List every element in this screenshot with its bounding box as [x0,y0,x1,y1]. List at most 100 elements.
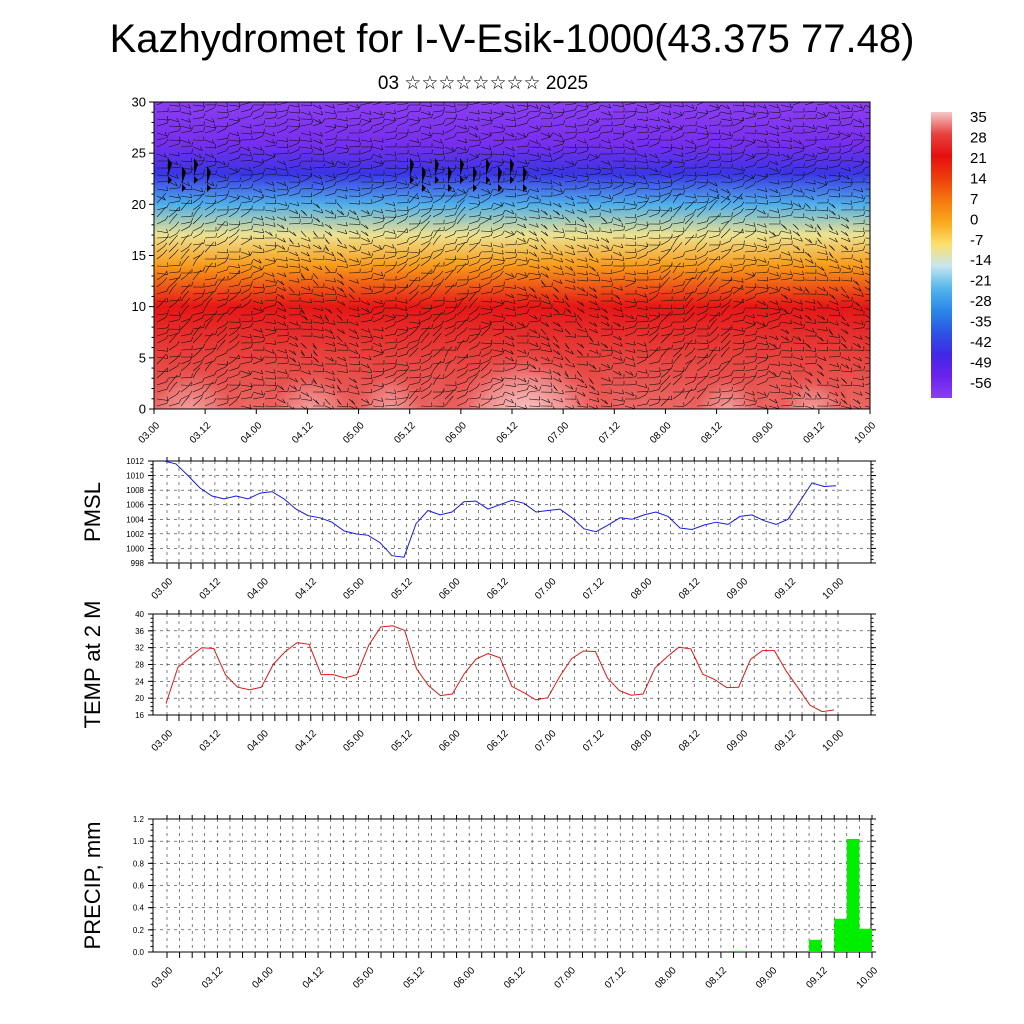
warm-cell [686,359,767,409]
cross-section-panel: 0 5 10 15 20 25 30 03.00 03.12 04.00 04.12 05.00 05.… [132,95,879,446]
xtick-label: 03.00 [150,965,176,991]
xtick-label: 03.00 [137,420,163,446]
wind-pennant [498,166,502,184]
colorbar-label: 35 [970,109,987,126]
xtick-label: 10.00 [853,420,879,446]
precip-bar [809,939,822,952]
colorbar-label: 14 [970,170,987,187]
ytick-label: 1008 [126,486,144,495]
ytick-label: 998 [131,559,145,568]
xtick-label: 10.00 [821,728,847,754]
xtick-label: 06.00 [444,420,470,446]
xtick-label: 09.12 [802,420,828,446]
xtick-label: 06.12 [485,576,511,602]
xtick-label: 04.12 [293,728,319,754]
wind-pennant [435,158,439,176]
wind-pennant [182,166,186,184]
wind-pennants [168,158,527,192]
wind-pennant [168,158,172,176]
ytick-label: 1010 [126,472,144,481]
xtick-label: 09.00 [750,420,776,446]
xtick-label: 07.00 [553,965,579,991]
ytick-label: 15 [132,248,146,263]
xtick-label: 08.12 [677,576,703,602]
warm-cell [154,344,245,409]
series-line [163,460,837,558]
y-axis-title: TEMP at 2 M [80,601,105,729]
xtick-label: 08.12 [677,728,703,754]
ytick-label: 1000 [126,544,144,553]
wind-pennant [435,176,439,184]
xtick-label: 04.12 [301,965,327,991]
wind-pennant [448,184,452,192]
wind-pennant [207,184,211,192]
wind-pennant [473,184,477,192]
ytick-label: 0.8 [133,859,145,868]
xtick-label: 07.00 [533,728,559,754]
wind-pennant [460,158,464,176]
ytick-label: 28 [135,661,144,670]
xtick-label: 07.00 [546,420,572,446]
wind-pennant [422,166,426,184]
y-axis-title: PMSL [80,482,105,542]
ytick-label: 1002 [126,530,144,539]
colorbar-label: 28 [970,129,987,146]
colorbar-label: -42 [970,334,992,351]
wind-pennant [207,166,211,184]
warm-cell [261,349,362,409]
ytick-label: 30 [132,95,146,110]
xtick-label: 04.00 [246,728,272,754]
xtick-label: 09.12 [773,728,799,754]
wind-pennant [194,158,198,176]
temp-panel: 16 20 24 28 32 36 40 03.00 03.12 04.00 04.12 05.00 0… [80,601,876,754]
ytick-label: 1004 [126,515,144,524]
xtick-label: 05.00 [341,420,367,446]
colorbar-label: -28 [970,293,992,310]
xtick-label: 06.12 [485,728,511,754]
ytick-label: 0.4 [133,904,145,913]
xtick-label: 09.12 [773,576,799,602]
xtick-label: 09.00 [725,576,751,602]
xtick-label: 09.12 [804,965,830,991]
xtick-label: 07.00 [533,576,559,602]
xtick-label: 08.12 [704,965,730,991]
wind-pennant [510,176,514,184]
xtick-label: 05.12 [401,965,427,991]
ytick-label: 16 [135,711,144,720]
pmsl-panel: 998 1000 1002 1004 1006 1008 1010 1012 03.00 03.1… [80,457,876,602]
xtick-label: 05.00 [341,576,367,602]
ytick-label: 0 [139,402,146,417]
warm-cell [772,359,853,409]
ytick-label: 1006 [126,501,144,510]
series-line [165,625,835,713]
colorbar-label: -49 [970,355,992,372]
chart-title: Kazhydromet for I-V-Esik-1000(43.375 77.… [109,17,915,61]
xtick-label: 03.00 [150,728,176,754]
xtick-label: 07.12 [603,965,629,991]
wind-pennant [486,158,490,176]
ytick-label: 20 [132,197,146,212]
ytick-label: 1.0 [133,837,145,846]
xtick-label: 05.12 [389,576,415,602]
precip-bar [846,838,860,952]
colorbar-scale [931,112,952,398]
wind-pennant [498,184,502,192]
wind-pennant [460,176,464,184]
warm-cell [431,319,622,409]
wind-pennant [168,176,172,184]
colorbar-label: -35 [970,314,992,331]
wind-pennant [182,184,186,192]
xtick-label: 06.00 [437,728,463,754]
xtick-label: 03.12 [198,576,224,602]
xtick-label: 06.12 [502,965,528,991]
xtick-label: 05.12 [392,420,418,446]
wind-pennant [410,158,414,176]
panel-frame [152,460,872,564]
xtick-label: 04.00 [246,576,272,602]
xtick-label: 03.12 [198,728,224,754]
chart-subtitle: 03 ☆☆☆☆☆☆☆☆ 2025 [377,73,589,94]
surface-warm-cells [154,319,853,409]
xtick-label: 04.00 [239,420,265,446]
xtick-label: 08.12 [699,420,725,446]
